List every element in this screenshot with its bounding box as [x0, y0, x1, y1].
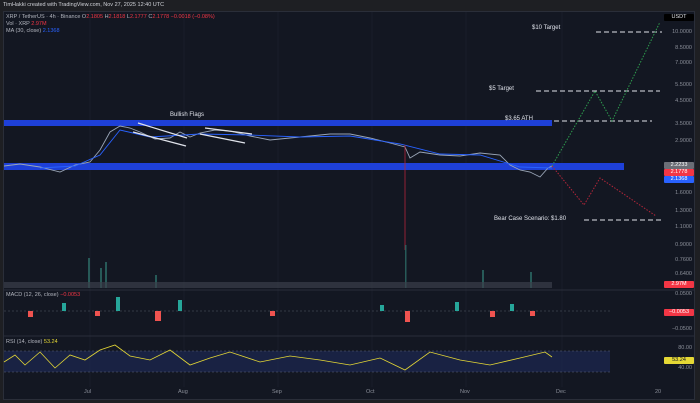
tick: 1.1000 [675, 224, 692, 230]
bear-case-label: Bear Case Scenario: $1.80 [494, 216, 567, 222]
tick: 40.00 [678, 365, 692, 371]
ath-band [4, 120, 552, 126]
credit-text: TimHakki created with TradingView.com, N… [3, 2, 165, 8]
legend-value: RSI (14, close) [6, 339, 43, 345]
tick: 10.0000 [672, 29, 692, 35]
time-tick: Oct [366, 389, 375, 395]
legend-value: 2.1778 [152, 14, 170, 20]
chart-frame[interactable] [3, 11, 695, 400]
tick: 0.7600 [675, 257, 692, 263]
tick: 2.9000 [675, 138, 692, 144]
ten-target-label: $10 Target [532, 25, 561, 31]
volume-badge: 2.97M [664, 281, 694, 288]
tick: 0.0500 [675, 291, 692, 297]
legend-value: Vol · XRP [6, 21, 30, 27]
time-tick: Jul [84, 389, 92, 395]
macd-legend: MACD (12, 26, close) −0.0053 [6, 292, 80, 299]
legend-value: O [81, 14, 87, 20]
legend-value: L [126, 14, 130, 20]
macd-badge: −0.0053 [664, 309, 694, 316]
symbol-name: XRP / TetherUS · 4h · Binance [6, 14, 81, 20]
time-tick: Nov [460, 389, 470, 395]
rsi-badge: 53.24 [664, 357, 694, 364]
five-target-label: $5 Target [489, 86, 514, 92]
time-tick: 20 [655, 389, 662, 395]
tick: 7.0000 [675, 60, 692, 66]
tick: 5.5000 [675, 82, 692, 88]
tick: 0.9000 [675, 242, 692, 248]
tick: 0.6400 [675, 271, 692, 277]
time-tick: Aug [178, 389, 188, 395]
legend-value: 2.1818 [108, 14, 126, 20]
legend-value: −0.0053 [60, 292, 81, 298]
tick: 4.5000 [675, 98, 692, 104]
tick: 80.00 [678, 345, 692, 351]
time-tick: Dec [556, 389, 566, 395]
tick: 3.5000 [675, 121, 692, 127]
legend-value: MA (30, close) [6, 28, 42, 34]
tick: 8.5000 [675, 45, 692, 51]
legend-value: 2.97M [31, 21, 47, 27]
ma-high-badge: 2.2233 [664, 162, 694, 169]
legend-value: 2.1368 [42, 28, 60, 34]
last-price-badge: 2.1778 [664, 169, 694, 176]
legend-value: 2.1777 [129, 14, 147, 20]
tick: 1.6000 [675, 190, 692, 196]
symbol-legend: XRP / TetherUS · 4h · Binance O2.1805 H2… [6, 14, 215, 21]
ath-label: $3.65 ATH [505, 116, 533, 122]
support-band [4, 163, 624, 170]
time-tick: Sep [272, 389, 282, 395]
legend-value: 2.1805 [86, 14, 104, 20]
currency-button[interactable]: USDT [664, 14, 694, 21]
legend-value: C [148, 14, 153, 20]
rsi-legend: RSI (14, close) 53.24 [6, 339, 58, 346]
credit-bar: TimHakki created with TradingView.com, N… [0, 0, 700, 11]
ma-legend: MA (30, close) 2.1368 [6, 28, 60, 35]
tick: 1.3000 [675, 208, 692, 214]
legend-value: MACD (12, 26, close) [6, 292, 59, 298]
legend-value: H [104, 14, 109, 20]
bullish-flags-label: Bullish Flags [170, 112, 205, 118]
legend-value: −0.0018 (−0.08%) [170, 14, 215, 20]
volume-legend: Vol · XRP 2.97M [6, 21, 47, 28]
ma-badge: 2.1368 [664, 176, 694, 183]
tick: −0.0500 [671, 326, 692, 332]
legend-value: 53.24 [43, 339, 58, 345]
